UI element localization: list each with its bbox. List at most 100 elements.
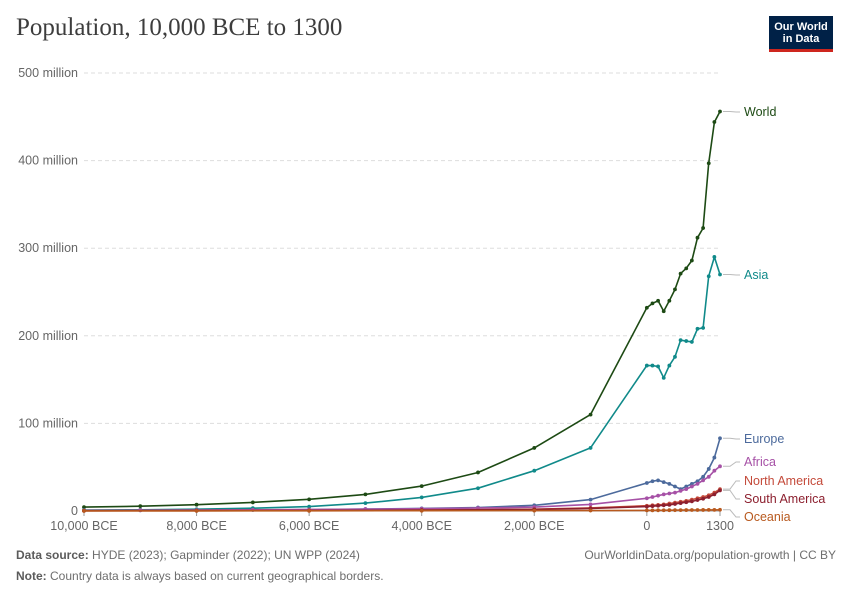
data-point[interactable]	[701, 226, 706, 230]
data-point[interactable]	[661, 492, 666, 497]
data-point[interactable]	[588, 497, 593, 502]
data-point[interactable]	[667, 491, 672, 496]
data-point[interactable]	[701, 474, 706, 479]
data-point[interactable]	[363, 501, 368, 506]
data-point[interactable]	[718, 488, 722, 493]
data-point[interactable]	[678, 271, 683, 276]
data-point[interactable]	[701, 508, 706, 512]
owid-logo[interactable]: Our World in Data	[769, 16, 833, 52]
series-label-oceania[interactable]: Oceania	[744, 510, 791, 524]
series-label-world[interactable]: World	[744, 105, 776, 119]
data-point[interactable]	[532, 468, 537, 473]
data-point[interactable]	[138, 504, 143, 509]
data-point[interactable]	[661, 309, 666, 314]
series-label-south-america[interactable]: South America	[744, 492, 825, 506]
data-point[interactable]	[656, 298, 660, 303]
data-point[interactable]	[476, 470, 480, 475]
data-point[interactable]	[644, 496, 649, 501]
data-point[interactable]	[712, 455, 717, 460]
series-label-asia[interactable]: Asia	[744, 268, 768, 282]
data-point[interactable]	[307, 508, 312, 513]
data-point[interactable]	[689, 481, 694, 486]
data-point[interactable]	[689, 508, 694, 512]
data-point[interactable]	[695, 479, 700, 484]
data-point[interactable]	[588, 502, 593, 507]
data-point[interactable]	[701, 326, 706, 330]
data-point[interactable]	[673, 354, 677, 359]
data-point[interactable]	[644, 504, 649, 509]
data-point[interactable]	[661, 480, 666, 484]
data-point[interactable]	[673, 287, 677, 292]
data-point[interactable]	[706, 474, 711, 479]
data-source-text[interactable]: HYDE (2023); Gapminder (2022); UN WPP (2…	[92, 548, 360, 562]
data-point[interactable]	[419, 495, 424, 500]
data-point[interactable]	[644, 508, 649, 513]
data-point[interactable]	[419, 484, 424, 489]
data-point[interactable]	[706, 161, 711, 166]
data-point[interactable]	[684, 500, 689, 505]
data-point[interactable]	[194, 508, 199, 513]
data-point[interactable]	[650, 479, 655, 484]
data-point[interactable]	[678, 338, 683, 343]
data-point[interactable]	[307, 497, 312, 502]
data-point[interactable]	[250, 500, 255, 505]
data-point[interactable]	[678, 488, 683, 493]
data-point[interactable]	[656, 508, 660, 513]
data-point[interactable]	[650, 363, 655, 368]
data-point[interactable]	[667, 363, 672, 368]
data-point[interactable]	[673, 508, 677, 513]
data-point[interactable]	[689, 340, 694, 344]
series-label-north-america[interactable]: North America	[744, 474, 823, 488]
data-point[interactable]	[673, 490, 677, 495]
data-point[interactable]	[718, 272, 722, 277]
data-point[interactable]	[712, 120, 717, 124]
data-point[interactable]	[650, 508, 655, 513]
data-point[interactable]	[678, 508, 683, 513]
data-point[interactable]	[718, 507, 722, 512]
data-point[interactable]	[712, 255, 717, 259]
data-point[interactable]	[695, 508, 700, 512]
data-point[interactable]	[695, 481, 700, 486]
data-point[interactable]	[712, 468, 717, 473]
data-point[interactable]	[661, 508, 666, 513]
data-point[interactable]	[695, 326, 700, 331]
data-point[interactable]	[673, 502, 677, 506]
data-point[interactable]	[194, 502, 199, 507]
data-point[interactable]	[656, 478, 660, 483]
data-point[interactable]	[532, 508, 537, 513]
data-point[interactable]	[650, 504, 655, 509]
data-point[interactable]	[82, 509, 86, 513]
data-point[interactable]	[588, 508, 593, 513]
data-point[interactable]	[650, 301, 655, 306]
data-point[interactable]	[695, 235, 700, 240]
data-point[interactable]	[661, 503, 666, 508]
data-point[interactable]	[706, 495, 711, 499]
data-point[interactable]	[684, 487, 689, 491]
data-point[interactable]	[656, 493, 660, 498]
data-point[interactable]	[706, 508, 711, 512]
source-url[interactable]: OurWorldinData.org/population-growth | C…	[584, 548, 836, 562]
data-point[interactable]	[718, 464, 722, 469]
data-point[interactable]	[644, 305, 649, 310]
data-point[interactable]	[684, 339, 689, 343]
series-line-asia[interactable]	[83, 256, 721, 511]
data-point[interactable]	[718, 436, 722, 441]
data-point[interactable]	[684, 484, 689, 489]
data-point[interactable]	[82, 505, 86, 510]
data-point[interactable]	[689, 499, 694, 504]
data-point[interactable]	[588, 412, 593, 417]
data-point[interactable]	[712, 507, 717, 512]
data-point[interactable]	[701, 496, 706, 501]
data-point[interactable]	[650, 495, 655, 499]
data-point[interactable]	[644, 363, 649, 368]
data-point[interactable]	[661, 375, 666, 380]
data-point[interactable]	[419, 508, 424, 513]
data-point[interactable]	[701, 478, 706, 483]
series-line-world[interactable]	[83, 111, 721, 508]
data-point[interactable]	[656, 503, 660, 508]
data-point[interactable]	[684, 508, 689, 512]
data-point[interactable]	[678, 501, 683, 506]
series-label-africa[interactable]: Africa	[744, 455, 776, 469]
series-label-europe[interactable]: Europe	[744, 432, 784, 446]
data-point[interactable]	[667, 508, 672, 513]
